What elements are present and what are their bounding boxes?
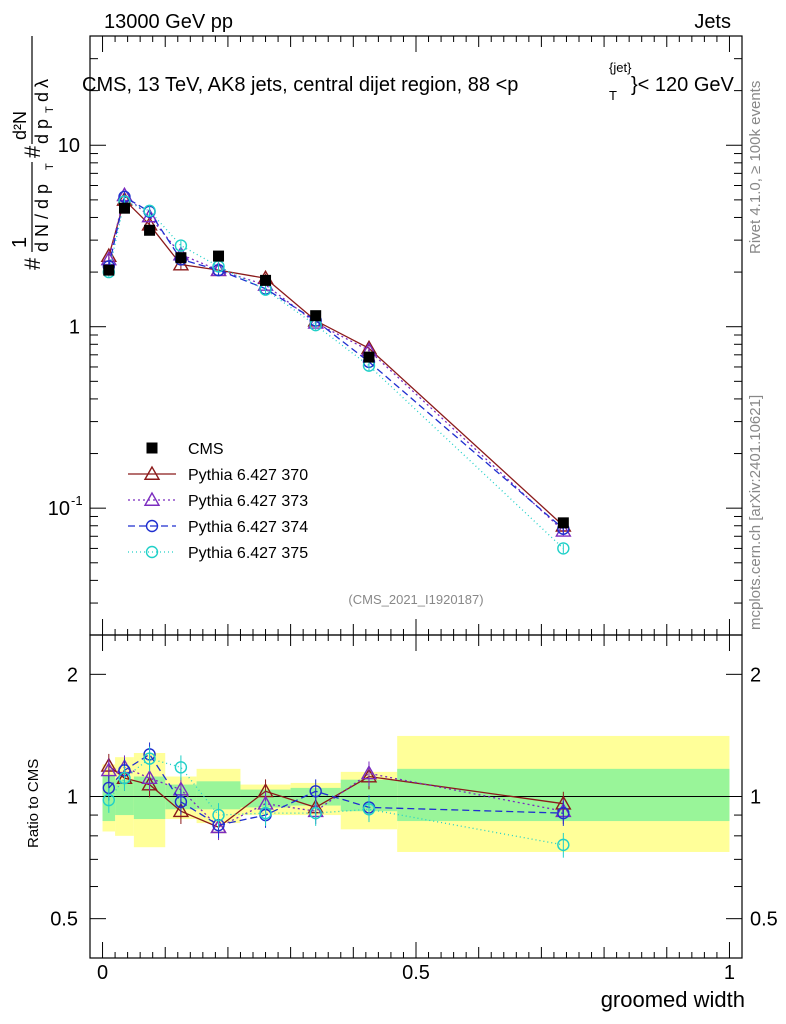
cms-data-point — [144, 224, 156, 236]
legend-label: Pythia 6.427 373 — [188, 493, 308, 510]
legend-marker — [146, 442, 158, 454]
ratio-point — [557, 806, 570, 820]
ratio-point — [100, 761, 118, 777]
ratio-y-tick-label-right: 1 — [750, 787, 761, 809]
ratio-point — [309, 806, 322, 820]
ratio-y-tick-label-right: 0.5 — [750, 909, 778, 931]
ratio-point — [174, 761, 188, 774]
ratio-point — [557, 838, 570, 852]
main-y-tick-label: 1 — [69, 317, 80, 339]
main-point — [557, 542, 570, 555]
main-series — [100, 186, 572, 555]
ratio-point — [212, 808, 225, 822]
ratio-y-tick-label-right: 2 — [750, 664, 761, 686]
plot-title: CMS, 13 TeV, AK8 jets, central dijet reg… — [82, 60, 735, 103]
cms-data-point — [118, 202, 130, 214]
rivet-version-text: Rivet 4.1.0, ≥ 100k events — [747, 81, 764, 254]
ratio-point — [143, 752, 156, 765]
cms-data-point — [103, 264, 115, 276]
ratio-line-2 — [108, 766, 564, 829]
svg-text:T: T — [44, 163, 56, 170]
main-y-axis-label: # 1 d N / d p T # d²N d p T d λ — [9, 36, 56, 270]
legend-marker — [145, 519, 159, 533]
ratio-point — [118, 771, 131, 785]
cms-data-point — [260, 274, 272, 286]
title-main: CMS, 13 TeV, AK8 jets, central dijet reg… — [82, 74, 518, 96]
ratio-point — [259, 806, 272, 820]
title-tail: }< 120 GeV — [631, 74, 735, 96]
legend: CMS Pythia 6.427 370 Pythia 6.427 373 Pythi… — [128, 441, 308, 562]
main-line-2 — [108, 194, 564, 532]
main-line-3 — [108, 195, 564, 530]
inner-band — [115, 779, 134, 816]
main-y-tick-label: 10 — [48, 498, 70, 520]
svg-text:#: # — [20, 145, 45, 158]
main-point — [555, 522, 572, 537]
cms-data-point — [557, 517, 569, 529]
ratio-point — [360, 764, 378, 780]
main-y-tick-exponent: -1 — [71, 493, 83, 508]
ratio-y-axis-label: Ratio to CMS — [25, 759, 42, 848]
header-right: Jets — [694, 11, 731, 33]
svg-text:T: T — [44, 106, 56, 113]
title-sup: {jet} — [609, 60, 632, 75]
main-point — [174, 239, 188, 252]
ratio-y-tick-label: 1 — [67, 787, 78, 809]
cms-data-point — [363, 351, 375, 363]
ratio-point — [309, 785, 322, 798]
x-tick-label: 0.5 — [402, 962, 430, 984]
cms-data-point — [213, 250, 225, 262]
legend-label: Pythia 6.427 374 — [188, 519, 308, 536]
cms-data-point — [175, 252, 187, 264]
ratio-point — [362, 803, 376, 816]
main-y-tick-label: 10 — [58, 135, 80, 157]
main-point — [143, 204, 156, 218]
ratio-series — [100, 742, 572, 858]
legend-marker — [145, 545, 159, 559]
header-left: 13000 GeV pp — [104, 11, 233, 33]
legend-label: CMS — [188, 441, 224, 458]
svg-text:d N / d p: d N / d p — [32, 184, 52, 252]
svg-text:#: # — [20, 257, 45, 270]
ratio-uncertainty-bands — [102, 735, 730, 852]
x-tick-label: 0 — [97, 962, 108, 984]
x-tick-label: 1 — [724, 962, 735, 984]
ratio-point — [174, 795, 188, 809]
legend-label: Pythia 6.427 370 — [188, 467, 308, 484]
ratio-y-tick-label: 0.5 — [50, 909, 78, 931]
ratio-point — [141, 769, 158, 785]
legend-marker — [143, 491, 161, 506]
title-sub: T — [609, 88, 617, 103]
x-axis-label: groomed width — [601, 987, 745, 1012]
svg-text:d p: d p — [32, 119, 52, 144]
ratio-point — [102, 793, 116, 807]
svg-text:λ: λ — [32, 79, 52, 88]
svg-text:d²N: d²N — [10, 111, 30, 140]
svg-text:1: 1 — [9, 237, 31, 248]
cms-data-point — [310, 310, 322, 322]
svg-text:d: d — [32, 92, 52, 102]
legend-label: Pythia 6.427 375 — [188, 545, 308, 562]
ratio-point — [172, 802, 190, 818]
mcplots-reference-text: mcplots.cern.ch [arXiv:2401.10621] — [747, 395, 764, 630]
ratio-y-tick-label: 2 — [67, 664, 78, 686]
analysis-watermark: (CMS_2021_I1920187) — [348, 592, 483, 607]
legend-marker — [143, 465, 161, 480]
